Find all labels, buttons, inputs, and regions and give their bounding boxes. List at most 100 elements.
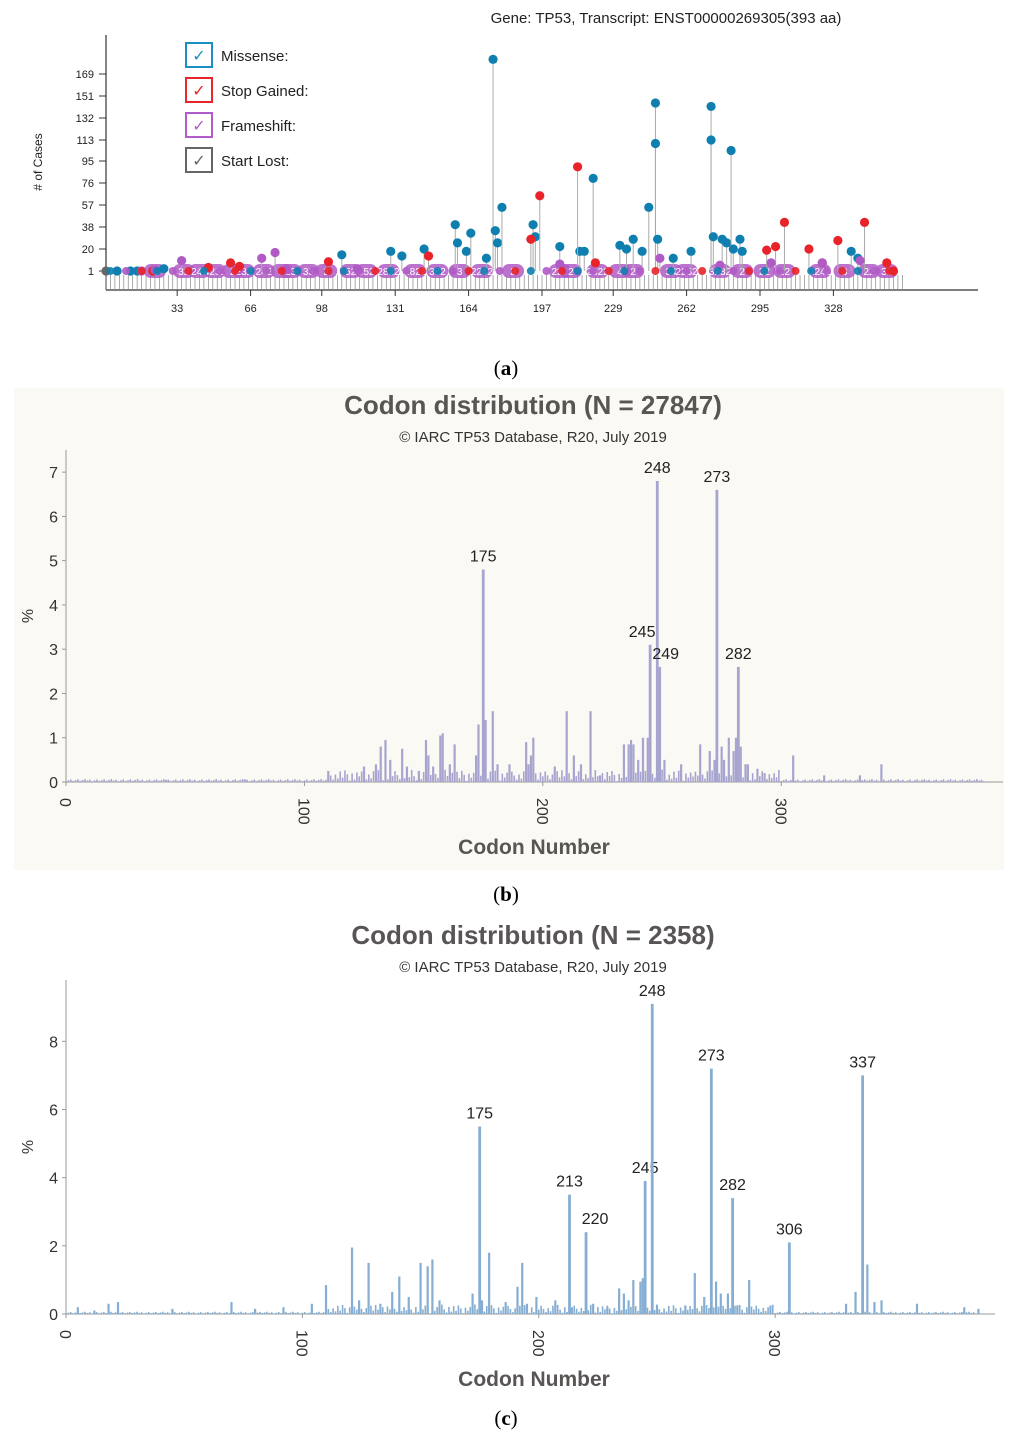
lollipop-point [177, 255, 187, 266]
bar [767, 1307, 769, 1314]
bar [819, 1313, 821, 1314]
bar [838, 1311, 840, 1314]
bar [224, 780, 227, 782]
bar [622, 744, 626, 782]
bar [160, 779, 163, 782]
baseline-point [293, 267, 302, 275]
bar [145, 1312, 148, 1314]
bar [768, 774, 771, 782]
bar [181, 1311, 183, 1314]
bar [604, 1309, 606, 1314]
bar [306, 1313, 308, 1314]
bar-highlighted [861, 1075, 865, 1314]
bar [205, 780, 208, 782]
bar [469, 1306, 472, 1314]
track-label-text: 4 [617, 267, 623, 278]
bar [858, 775, 862, 782]
bar [325, 779, 327, 782]
bar [949, 779, 952, 782]
bar [975, 779, 978, 782]
y-tick-label: 4 [49, 598, 58, 615]
bar [246, 779, 249, 782]
bar [734, 737, 738, 782]
chart-title: Codon distribution (N = 2358) [351, 920, 714, 950]
bar [484, 720, 487, 782]
bar [847, 1312, 850, 1314]
bar [763, 773, 766, 782]
bar [699, 744, 702, 782]
y-tick-label: 6 [49, 1103, 58, 1120]
bar [556, 771, 558, 782]
y-axis-label: % [18, 609, 35, 623]
bar [854, 1291, 857, 1314]
bar [292, 1311, 294, 1314]
bar [268, 1312, 271, 1314]
bar [174, 779, 177, 782]
bar-data-label: 249 [652, 646, 679, 663]
bar [726, 1293, 729, 1314]
bar [127, 780, 129, 782]
bar-highlighted [648, 644, 652, 782]
bar [337, 1305, 339, 1314]
bar [431, 1259, 434, 1314]
bar [244, 1312, 247, 1314]
bar [832, 780, 835, 782]
bar-highlighted [643, 1181, 647, 1314]
bar [651, 773, 654, 782]
bar [689, 1306, 691, 1314]
baseline-point [713, 267, 722, 275]
caption-b-letter: b [500, 882, 512, 906]
bar [522, 771, 525, 782]
bar [601, 772, 604, 782]
bar [299, 1313, 301, 1314]
bar [552, 1305, 554, 1314]
y-tick-label: 2 [49, 1239, 58, 1256]
bar [684, 1305, 687, 1314]
bar [646, 737, 649, 782]
bar [69, 779, 72, 782]
bar [508, 764, 511, 782]
y-tick-label: 5 [49, 554, 58, 571]
bar [857, 1311, 859, 1314]
bar [308, 780, 310, 782]
y-tick-label: 6 [49, 509, 58, 526]
bar [719, 1293, 722, 1314]
bar [956, 781, 959, 782]
bar [74, 1312, 77, 1314]
bar [424, 1305, 427, 1314]
bar [367, 774, 370, 782]
bar [480, 775, 482, 782]
y-tick-label: 57 [82, 200, 94, 212]
lollipop-point [728, 244, 738, 254]
bar [324, 1285, 328, 1314]
bar [202, 1313, 204, 1314]
bar [599, 1311, 602, 1314]
bar [270, 1312, 273, 1314]
bar [544, 771, 547, 782]
bar [434, 773, 437, 782]
bar [437, 777, 439, 782]
bar [162, 1311, 164, 1314]
bar [344, 770, 346, 782]
bar [140, 1312, 143, 1314]
bar [708, 751, 711, 782]
bar [937, 1313, 940, 1314]
bar [575, 1308, 578, 1314]
lollipop-point [323, 257, 334, 267]
bar [844, 1303, 848, 1314]
bar [398, 779, 401, 782]
bar [756, 768, 759, 782]
x-tick-label: 200 [533, 798, 550, 825]
baseline-point [682, 267, 691, 275]
bar [906, 1312, 909, 1314]
bar [902, 779, 904, 782]
bar [400, 1311, 403, 1314]
bar-data-label: 175 [466, 1106, 493, 1123]
check-icon: ✓ [192, 48, 205, 65]
x-tick-label: 200 [529, 1330, 546, 1357]
bar [189, 779, 191, 782]
lollipop-point [386, 246, 396, 256]
lollipop-point [452, 238, 463, 248]
bar [291, 779, 294, 782]
bar-highlighted [709, 1068, 713, 1314]
